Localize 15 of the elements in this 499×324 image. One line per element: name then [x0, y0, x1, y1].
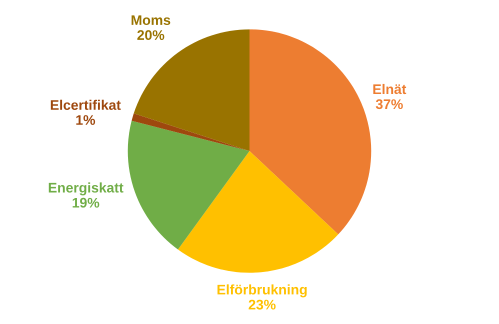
- slice-label: Energiskatt: [48, 182, 124, 196]
- data-label: 1%: [76, 115, 96, 125]
- data-label: 19%: [72, 198, 100, 208]
- pie-slice: [132, 113, 250, 152]
- data-label: 23%: [248, 300, 276, 310]
- pie-slice: [134, 29, 250, 152]
- slice-label: Elnät: [373, 84, 406, 94]
- slice-label: Elförbrukning: [218, 284, 307, 298]
- pie-slice: [178, 151, 338, 273]
- slice-label: Elcertifikat: [50, 100, 121, 110]
- slice-label: Moms: [132, 15, 170, 26]
- pie-slice: [250, 29, 372, 234]
- data-label: 20%: [137, 30, 164, 40]
- data-label: 37%: [376, 99, 403, 110]
- pie-slice: [128, 120, 250, 250]
